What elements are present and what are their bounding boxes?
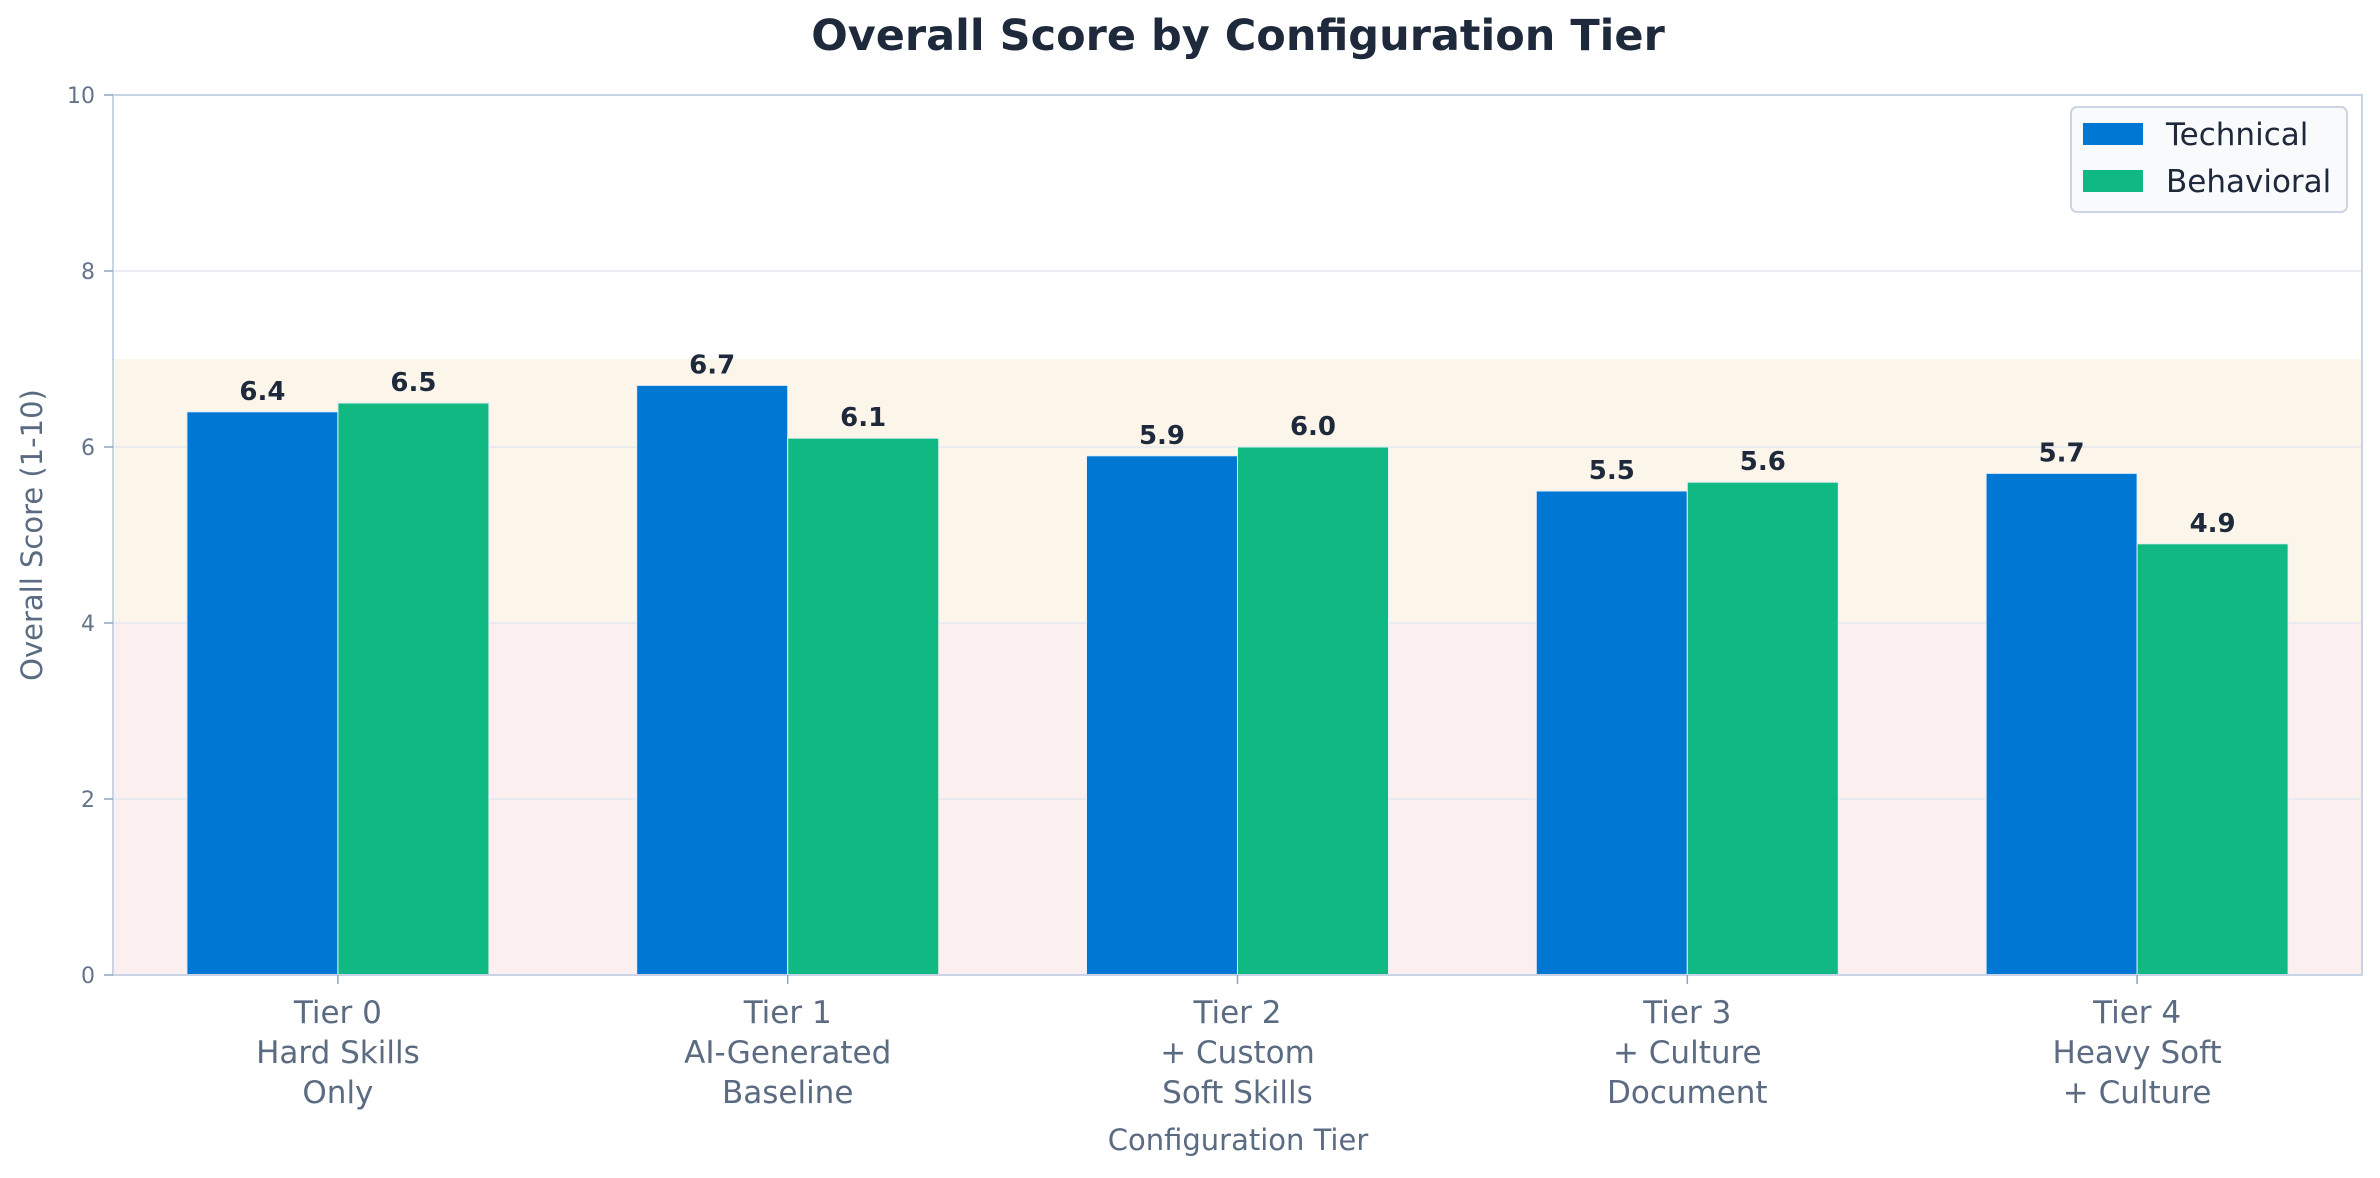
legend: Technical Behavioral [2070,106,2348,213]
chart-title: Overall Score by Configuration Tier [811,11,1665,61]
x-tick-label: Document [1607,1075,1768,1111]
data-label-technical-2: 5.9 [1139,421,1185,451]
legend-label-technical: Technical [2165,117,2308,153]
x-tick-label: Only [302,1075,373,1111]
x-tick-label: Tier 0 [293,995,382,1031]
bar-behavioral-1 [787,437,940,976]
bars [186,384,2289,976]
data-label-technical-3: 5.5 [1589,456,1635,486]
data-label-behavioral-0: 6.5 [390,368,436,398]
x-tick-label: Tier 2 [1193,995,1282,1031]
data-label-technical-4: 5.7 [2039,438,2085,468]
legend-label-behavioral: Behavioral [2166,164,2331,200]
y-tick-label: 6 [81,436,95,461]
x-axis-label: Configuration Tier [1108,1123,1369,1157]
x-tick-label: + Custom [1160,1035,1315,1071]
y-axis-label: Overall Score (1-10) [15,389,49,681]
data-labels: 6.4 6.5 6.7 6.1 5.9 6.0 5.5 5.6 5.7 4.9 [239,350,2235,538]
bar-technical-2 [1086,455,1238,976]
x-tick-label: Baseline [722,1075,853,1111]
bar-technical-4 [1985,472,2138,976]
y-tick-label: 0 [81,964,95,989]
y-tick-label: 2 [81,788,95,813]
x-tick-label: + Culture [1613,1035,1762,1071]
y-axis-ticks: 0 2 4 6 8 10 [67,84,113,989]
bar-technical-0 [186,411,339,976]
legend-swatch-technical [2083,123,2143,145]
x-tick-label: Hard Skills [256,1035,420,1071]
x-tick-label: Tier 1 [743,995,832,1031]
data-label-behavioral-4: 4.9 [2190,509,2236,539]
data-label-behavioral-2: 6.0 [1290,412,1336,442]
x-tick-label: + Culture [2063,1075,2212,1111]
bar-technical-1 [636,384,789,976]
x-tick-label: Soft Skills [1162,1075,1313,1111]
data-label-behavioral-3: 5.6 [1740,447,1786,477]
x-axis-ticks: Tier 0 Hard Skills Only Tier 1 AI-Generated B… [256,975,2222,1111]
x-tick-label: Tier 4 [2092,995,2181,1031]
bar-technical-3 [1535,490,1688,976]
y-tick-label: 8 [81,260,95,285]
bar-behavioral-3 [1686,481,1839,976]
x-tick-label: Tier 3 [1642,995,1731,1031]
x-tick-label: AI-Generated [684,1035,891,1071]
x-tick-label: Heavy Soft [2053,1035,2222,1071]
bar-behavioral-0 [337,402,490,976]
bar-behavioral-2 [1237,446,1389,976]
data-label-technical-1: 6.7 [689,350,735,380]
data-label-behavioral-1: 6.1 [840,403,886,433]
y-tick-label: 10 [67,84,95,109]
legend-swatch-behavioral [2083,170,2143,192]
bar-behavioral-4 [2136,543,2289,976]
y-tick-label: 4 [81,612,95,637]
data-label-technical-0: 6.4 [239,377,285,407]
